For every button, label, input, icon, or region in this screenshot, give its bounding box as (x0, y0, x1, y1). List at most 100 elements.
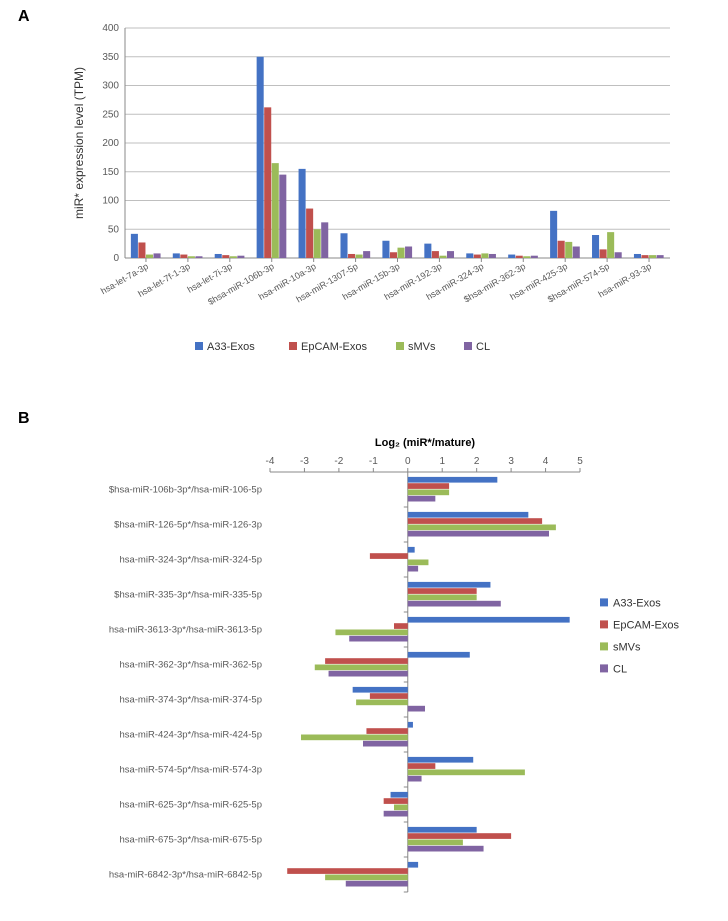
chart-b-bar (346, 881, 408, 887)
chart-b-bar (408, 722, 413, 728)
chart-b-bar (353, 687, 408, 693)
chart-a-ytick: 350 (102, 52, 119, 63)
chart-b-bar (394, 623, 408, 629)
chart-a-bar (657, 255, 664, 258)
chart-b-bar (408, 617, 570, 623)
legend-label: CL (476, 341, 490, 353)
chart-a-bar (340, 233, 347, 258)
chart-a-bar (257, 57, 264, 258)
chart-a-bar (356, 255, 363, 258)
chart-a-bar (264, 107, 271, 258)
chart-b-category-label: $hsa-miR-106b-3p*/hsa-miR-106-5p (109, 485, 262, 496)
chart-a-bar (424, 244, 431, 258)
chart-b-category-label: hsa-miR-374-3p*/hsa-miR-374-5p (119, 695, 262, 706)
chart-a-bar (489, 254, 496, 258)
chart-a-bar (508, 255, 515, 258)
chart-a-ytick: 400 (102, 23, 119, 34)
legend-label: CL (613, 663, 627, 675)
chart-a-bar (299, 169, 306, 258)
chart-b-bar (408, 483, 449, 489)
chart-b-bar (408, 840, 463, 846)
chart-b-xtick: -3 (300, 456, 309, 467)
chart-b-bar (408, 547, 415, 553)
chart-b-bar (384, 798, 408, 804)
chart-a-bar (600, 249, 607, 258)
chart-a-bar (447, 251, 454, 258)
chart-b-xtick: -2 (334, 456, 343, 467)
chart-a-bar (314, 229, 321, 258)
chart-a-ytick: 250 (102, 109, 119, 120)
chart-b-bar (408, 757, 473, 763)
chart-b-bar (356, 700, 408, 706)
chart-b-x-axis-title: Log₂ (miR*/mature) (375, 437, 476, 449)
chart-b: Log₂ (miR*/mature)-4-3-2-1012345$hsa-miR… (60, 432, 700, 912)
legend-label: sMVs (613, 641, 641, 653)
chart-a-bar (222, 255, 229, 258)
chart-b-bar (408, 588, 477, 594)
chart-b-bar (408, 496, 436, 502)
chart-a-bar (516, 256, 523, 258)
chart-b-bar (370, 553, 408, 559)
chart-b-bar (408, 525, 556, 531)
chart-b-bar (384, 811, 408, 817)
chart-b-xtick: 0 (405, 456, 411, 467)
chart-b-bar (391, 792, 408, 798)
chart-b-bar (287, 868, 408, 874)
chart-b-bar (408, 582, 491, 588)
chart-b-xtick: -4 (266, 456, 275, 467)
chart-b-bar (408, 601, 501, 607)
chart-a-ytick: 150 (102, 167, 119, 178)
chart-b-bar (329, 671, 408, 677)
chart-b-category-label: hsa-miR-625-3p*/hsa-miR-625-5p (119, 800, 262, 811)
chart-a-bar (363, 251, 370, 258)
chart-a-bar (382, 241, 389, 258)
chart-a-bar (306, 209, 313, 258)
chart-a-bar (573, 247, 580, 259)
chart-b-bar (408, 770, 525, 776)
chart-b-bar (408, 490, 449, 496)
chart-a: 050100150200250300350400miR* expression … (65, 18, 685, 398)
chart-b-xtick: 2 (474, 456, 480, 467)
chart-a-bar (558, 241, 565, 258)
chart-b-xtick: -1 (369, 456, 378, 467)
chart-a-bar (390, 252, 397, 258)
chart-b-bar (363, 741, 408, 747)
chart-b-bar (394, 805, 408, 811)
legend-label: EpCAM-Exos (613, 619, 680, 631)
chart-b-bar (325, 875, 408, 881)
chart-b-xtick: 5 (577, 456, 583, 467)
legend-label: EpCAM-Exos (301, 341, 368, 353)
legend-label: sMVs (408, 341, 436, 353)
chart-b-bar (408, 763, 436, 769)
chart-a-bar (398, 248, 405, 258)
chart-a-bar (138, 242, 145, 258)
chart-a-bar (348, 254, 355, 258)
legend-swatch (289, 342, 297, 350)
legend-swatch (600, 620, 608, 628)
chart-a-bar (649, 255, 656, 258)
chart-b-category-label: hsa-miR-675-3p*/hsa-miR-675-5p (119, 835, 262, 846)
chart-a-bar (432, 251, 439, 258)
chart-b-category-label: hsa-miR-324-3p*/hsa-miR-324-5p (119, 555, 262, 566)
panel-b-label: B (18, 410, 30, 428)
chart-b-bar (408, 776, 422, 782)
legend-swatch (396, 342, 404, 350)
chart-b-category-label: hsa-miR-3613-3p*/hsa-miR-3613-5p (109, 625, 262, 636)
chart-b-category-label: $hsa-miR-335-3p*/hsa-miR-335-5p (114, 590, 262, 601)
chart-a-ytick: 200 (102, 138, 119, 149)
chart-a-bar (565, 242, 572, 258)
legend-swatch (600, 664, 608, 672)
chart-b-bar (408, 827, 477, 833)
chart-a-y-axis-title: miR* expression level (TPM) (72, 67, 86, 219)
chart-b-category-label: hsa-miR-6842-3p*/hsa-miR-6842-5p (109, 870, 262, 881)
chart-a-bar (188, 256, 195, 258)
chart-b-bar (408, 566, 418, 572)
chart-a-bar (321, 222, 328, 258)
chart-a-bar (195, 256, 202, 258)
chart-a-bar (474, 255, 481, 258)
chart-a-bar (215, 254, 222, 258)
legend-swatch (464, 342, 472, 350)
chart-b-bar (408, 652, 470, 658)
chart-a-bar (173, 253, 180, 258)
legend-swatch (600, 598, 608, 606)
